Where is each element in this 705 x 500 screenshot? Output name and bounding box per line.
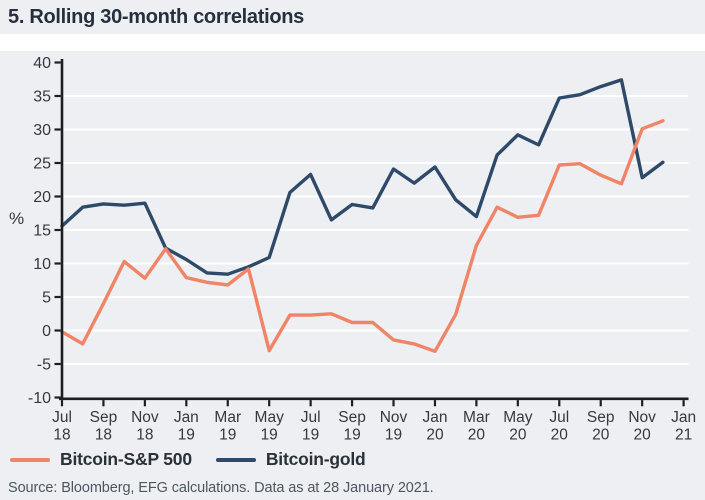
x-tick-label-year: 19 xyxy=(302,427,319,444)
x-tick-label-year: 19 xyxy=(178,427,195,444)
line-chart: -10-50510152025303540Jul18Sep18Nov18Jan1… xyxy=(28,55,696,444)
legend-label-bitcoin-gold: Bitcoin-gold xyxy=(265,449,366,469)
y-tick-label: 20 xyxy=(33,189,51,206)
x-tick-label-month: Nov xyxy=(131,409,159,426)
x-tick-label-year: 20 xyxy=(426,427,444,444)
legend-item-bitcoin-sp500: Bitcoin-S&P 500 xyxy=(10,449,192,470)
x-tick-label-month: Jul xyxy=(301,409,321,426)
y-tick-label: 35 xyxy=(33,89,51,106)
y-tick-label: -10 xyxy=(28,390,51,407)
source-note: Source: Bloomberg, EFG calculations. Dat… xyxy=(8,480,434,496)
x-tick-label-year: 20 xyxy=(634,427,652,444)
x-tick-label-year: 20 xyxy=(551,427,569,444)
x-tick-label-month: Sep xyxy=(338,409,366,426)
x-tick-label-month: Nov xyxy=(380,409,408,426)
y-tick-label: 30 xyxy=(33,122,51,139)
y-axis-label: % xyxy=(9,209,25,228)
x-tick-label-year: 21 xyxy=(675,427,692,444)
x-tick-label-month: Jul xyxy=(549,409,569,426)
x-tick-label-year: 18 xyxy=(95,427,112,444)
y-tick-label: 25 xyxy=(33,156,51,173)
x-tick-label-month: Jan xyxy=(671,409,696,426)
y-tick-label: 5 xyxy=(42,290,51,307)
y-tick-label: 15 xyxy=(33,223,51,240)
x-tick-label-year: 19 xyxy=(343,427,360,444)
x-tick-label-month: May xyxy=(255,409,285,426)
y-tick-label: 40 xyxy=(33,55,51,72)
figure-title: 5. Rolling 30-month correlations xyxy=(8,6,304,28)
x-tick-label-month: Jan xyxy=(174,409,199,426)
legend-swatch-bitcoin-gold xyxy=(215,457,256,462)
x-tick-label-year: 20 xyxy=(468,427,486,444)
y-tick-label: 0 xyxy=(42,323,51,340)
x-tick-label-year: 20 xyxy=(509,427,527,444)
x-tick-label-month: Mar xyxy=(214,409,241,426)
x-tick-label-month: Sep xyxy=(587,409,615,426)
y-tick-label: -5 xyxy=(37,357,51,374)
x-tick-label-year: 18 xyxy=(136,427,153,444)
x-tick-label-year: 19 xyxy=(385,427,402,444)
x-tick-label-month: Jul xyxy=(52,409,72,426)
x-tick-label-year: 19 xyxy=(261,427,278,444)
x-tick-label-month: Mar xyxy=(463,409,490,426)
y-tick-label: 10 xyxy=(33,256,51,273)
legend-swatch-bitcoin-sp500 xyxy=(10,457,50,462)
x-tick-label-month: Nov xyxy=(628,409,656,426)
x-tick-label-year: 18 xyxy=(53,427,70,444)
series-line-bitcoin-gold xyxy=(60,78,665,276)
x-tick-label-year: 19 xyxy=(219,427,236,444)
figure-title-bar: 5. Rolling 30-month correlations xyxy=(0,0,705,34)
legend-label-bitcoin-sp500: Bitcoin-S&P 500 xyxy=(60,449,192,469)
chart-legend: Bitcoin-S&P 500 Bitcoin-gold xyxy=(10,449,366,470)
x-tick-label-month: Jan xyxy=(422,409,447,426)
legend-item-bitcoin-gold: Bitcoin-gold xyxy=(215,449,366,470)
x-tick-label-month: May xyxy=(503,409,533,426)
series-line-bitcoin-sp500 xyxy=(60,119,665,353)
x-tick-label-month: Sep xyxy=(90,409,118,426)
chart-panel: -10 -5 0 5 10 15 20 25 30 35 40 Jul 18 Sep 18 Nov 18 Jan 1… xyxy=(0,51,705,500)
x-tick-label-year: 20 xyxy=(592,427,610,444)
